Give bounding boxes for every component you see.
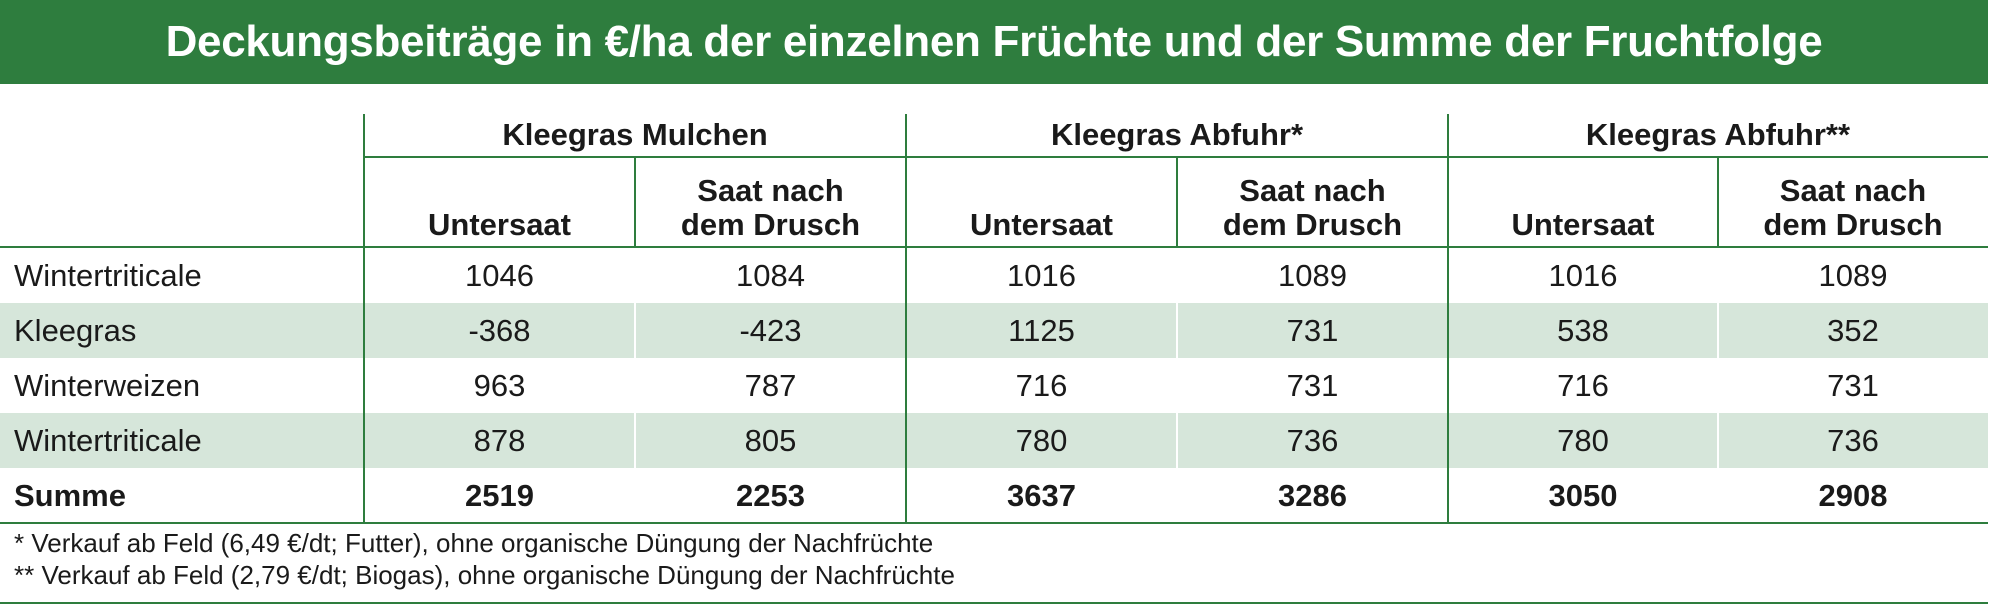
cell-separator xyxy=(1176,413,1178,468)
group-header-abfuhr-1: Kleegras Abfuhr* xyxy=(1050,117,1304,152)
table-cell: 2519 xyxy=(465,477,534,513)
row-label: Wintertriticale xyxy=(14,422,202,458)
table-cell: 736 xyxy=(1827,422,1879,458)
cell-separator xyxy=(1717,413,1719,468)
cell-separator xyxy=(634,303,636,358)
table-cell: 1089 xyxy=(1278,257,1347,293)
table-cell: 538 xyxy=(1557,312,1609,348)
cell-separator xyxy=(634,413,636,468)
table-cell: 1016 xyxy=(1548,257,1618,293)
table-cell: 805 xyxy=(744,422,797,458)
footnote-1: * Verkauf ab Feld (6,49 €/dt; Futter), o… xyxy=(14,528,934,558)
subheader-untersaat-2: Untersaat xyxy=(970,207,1113,242)
table-cell: -368 xyxy=(468,312,531,348)
table-cell: 731 xyxy=(1286,312,1339,348)
subheader-untersaat-3: Untersaat xyxy=(1511,207,1655,242)
table-cell: 736 xyxy=(1286,422,1339,458)
table-cell: 2908 xyxy=(1818,477,1888,513)
table-cell: 963 xyxy=(473,367,526,403)
table-cell: 352 xyxy=(1827,312,1879,348)
group-header-abfuhr-2: Kleegras Abfuhr** xyxy=(1585,117,1851,152)
table-cell: 3637 xyxy=(1007,477,1076,513)
footnotes: * Verkauf ab Feld (6,49 €/dt; Futter), o… xyxy=(14,527,955,591)
table-cell: 1046 xyxy=(465,257,534,293)
table-rule xyxy=(0,246,1988,248)
table-divider xyxy=(1176,156,1178,248)
page-title: Deckungsbeiträge in €/ha der einzelnen F… xyxy=(165,17,1823,66)
table-cell: 787 xyxy=(744,367,797,403)
table-rule xyxy=(0,522,1988,524)
table-divider xyxy=(1717,156,1719,248)
table-cell: 1084 xyxy=(736,257,805,293)
table-cell: 3050 xyxy=(1548,477,1618,513)
table-row: Winterweizen 963 787 716 731 716 731 xyxy=(0,358,1988,413)
table-cell: 878 xyxy=(473,422,526,458)
table-cell: 780 xyxy=(1557,422,1609,458)
table-cell: 780 xyxy=(1015,422,1068,458)
cell-separator xyxy=(1176,303,1178,358)
subheader-untersaat-1: Untersaat xyxy=(428,207,571,242)
table-cell: -423 xyxy=(739,312,802,348)
table-cell: 1016 xyxy=(1007,257,1076,293)
row-label: Winterweizen xyxy=(14,367,201,403)
table-cell: 731 xyxy=(1286,367,1339,403)
table-cell: 3286 xyxy=(1278,477,1347,513)
table-cell: 716 xyxy=(1557,367,1609,403)
cell-separator xyxy=(1717,303,1719,358)
table-cell: 2253 xyxy=(736,477,805,513)
table-divider xyxy=(634,156,636,248)
row-label: Kleegras xyxy=(14,312,137,348)
table-cell: 716 xyxy=(1015,367,1068,403)
table-row: Wintertriticale 1046 1084 1016 1089 1016… xyxy=(0,248,1988,303)
table-cell: 1125 xyxy=(1008,312,1075,348)
table-divider xyxy=(905,114,907,523)
row-label: Wintertriticale xyxy=(14,257,202,293)
subheader-saat-drusch-2: Saat nach dem Drusch xyxy=(1222,173,1403,242)
table-row: Kleegras -368 -423 1125 731 538 352 xyxy=(0,303,1988,358)
table-rule xyxy=(364,156,1988,158)
table-divider xyxy=(363,114,365,523)
group-header-mulchen: Kleegras Mulchen xyxy=(502,117,768,152)
table-cell: 731 xyxy=(1827,367,1879,403)
sum-row: Summe 2519 2253 3637 3286 3050 2908 xyxy=(0,468,1988,523)
table-divider xyxy=(1447,114,1449,523)
table-row: Wintertriticale 878 805 780 736 780 736 xyxy=(0,413,1988,468)
table-cell: 1089 xyxy=(1818,257,1888,293)
row-label: Summe xyxy=(14,477,126,513)
subheader-saat-drusch-1: Saat nach dem Drusch xyxy=(680,173,861,242)
subheader-saat-drusch-3: Saat nach dem Drusch xyxy=(1763,173,1943,242)
footnote-2: ** Verkauf ab Feld (2,79 €/dt; Biogas), … xyxy=(14,560,955,590)
table-rule xyxy=(0,602,1988,604)
title-bar: Deckungsbeiträge in €/ha der einzelnen F… xyxy=(0,0,1988,84)
